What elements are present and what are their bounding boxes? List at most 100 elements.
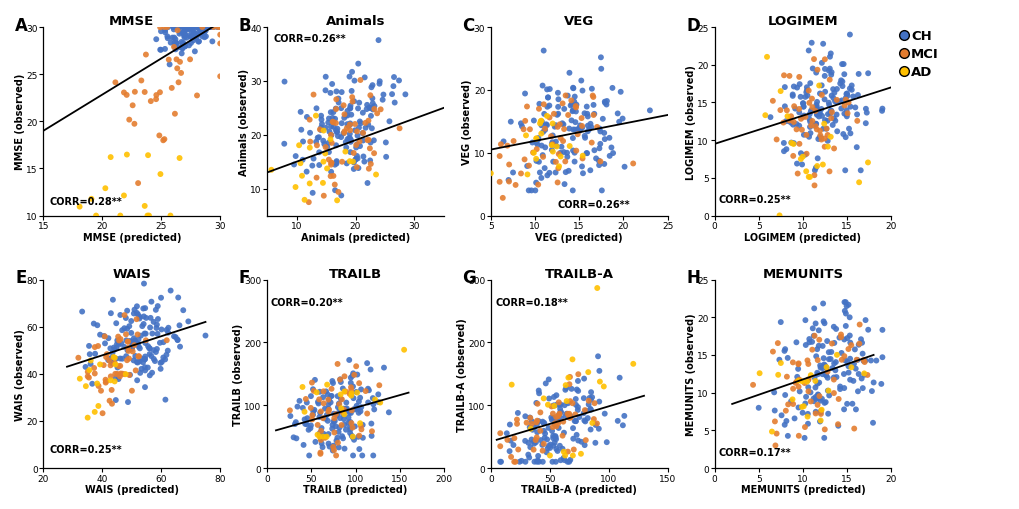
Point [830,98,847,106]
Point [543,141,559,149]
Point [310,400,326,408]
Point [196,30,212,38]
Point [170,24,186,32]
Point [802,372,818,380]
Point [82,366,98,375]
Point [159,24,175,32]
Point [596,98,612,106]
Point [542,414,558,422]
Point [807,105,823,114]
Point [118,352,135,360]
Point [494,194,511,203]
Point [327,422,343,431]
Point [348,141,365,149]
Point [137,203,153,211]
Point [288,434,305,442]
Point [140,152,156,160]
Point [138,314,154,322]
Point [826,118,843,126]
Point [836,406,852,414]
Point [148,92,164,100]
Point [119,347,136,355]
Point [530,387,546,395]
Point [128,358,145,366]
Point [157,396,173,404]
Point [570,127,586,135]
Point [189,24,205,32]
Point [544,141,560,149]
Point [302,138,318,147]
Point [764,98,781,106]
Point [775,103,792,111]
Point [333,105,350,113]
Point [343,419,360,428]
Point [795,402,811,410]
Point [175,40,192,48]
Point [333,158,350,166]
Point [522,425,538,433]
Point [843,363,859,372]
Point [577,134,593,143]
Point [91,382,107,390]
Point [311,134,327,142]
Point [825,339,842,347]
Point [570,371,586,379]
Point [553,120,570,128]
Point [779,113,795,121]
Point [491,429,507,437]
Point [815,320,832,328]
Point [555,126,572,134]
Point [592,158,608,166]
Point [867,357,883,365]
X-axis label: TRAILB (predicted): TRAILB (predicted) [303,484,408,494]
Point [299,114,315,122]
Point [814,161,830,169]
Point [328,451,344,460]
Point [813,406,829,414]
Point [837,167,853,175]
Point [366,106,382,114]
Point [337,148,354,156]
Point [350,61,366,69]
Point [816,73,833,81]
Point [547,445,564,453]
Point [153,326,169,334]
Point [789,170,805,178]
Point [195,24,211,32]
Point [196,24,212,32]
Point [196,31,212,39]
Point [572,122,588,130]
Point [555,429,572,437]
Point [591,125,607,133]
Point [177,24,194,32]
Point [833,333,849,342]
Point [327,187,343,195]
Point [302,425,318,433]
Point [143,98,159,106]
Point [324,425,340,433]
Point [309,421,325,429]
Point [108,374,124,382]
Point [588,124,604,132]
Point [539,401,555,409]
Point [335,102,352,110]
Point [372,399,388,407]
Point [797,317,813,325]
Point [837,134,853,142]
Point [184,24,201,32]
Point [189,92,205,100]
Point [491,153,507,161]
Point [517,458,533,466]
Point [795,131,811,139]
Point [363,419,379,428]
Point [313,124,329,132]
Point [357,74,373,82]
Point [550,424,567,432]
Point [330,443,346,451]
Point [840,369,856,377]
Point [550,151,567,159]
Point [123,317,140,325]
Point [101,356,117,364]
Point [582,396,598,404]
Point [840,301,856,309]
